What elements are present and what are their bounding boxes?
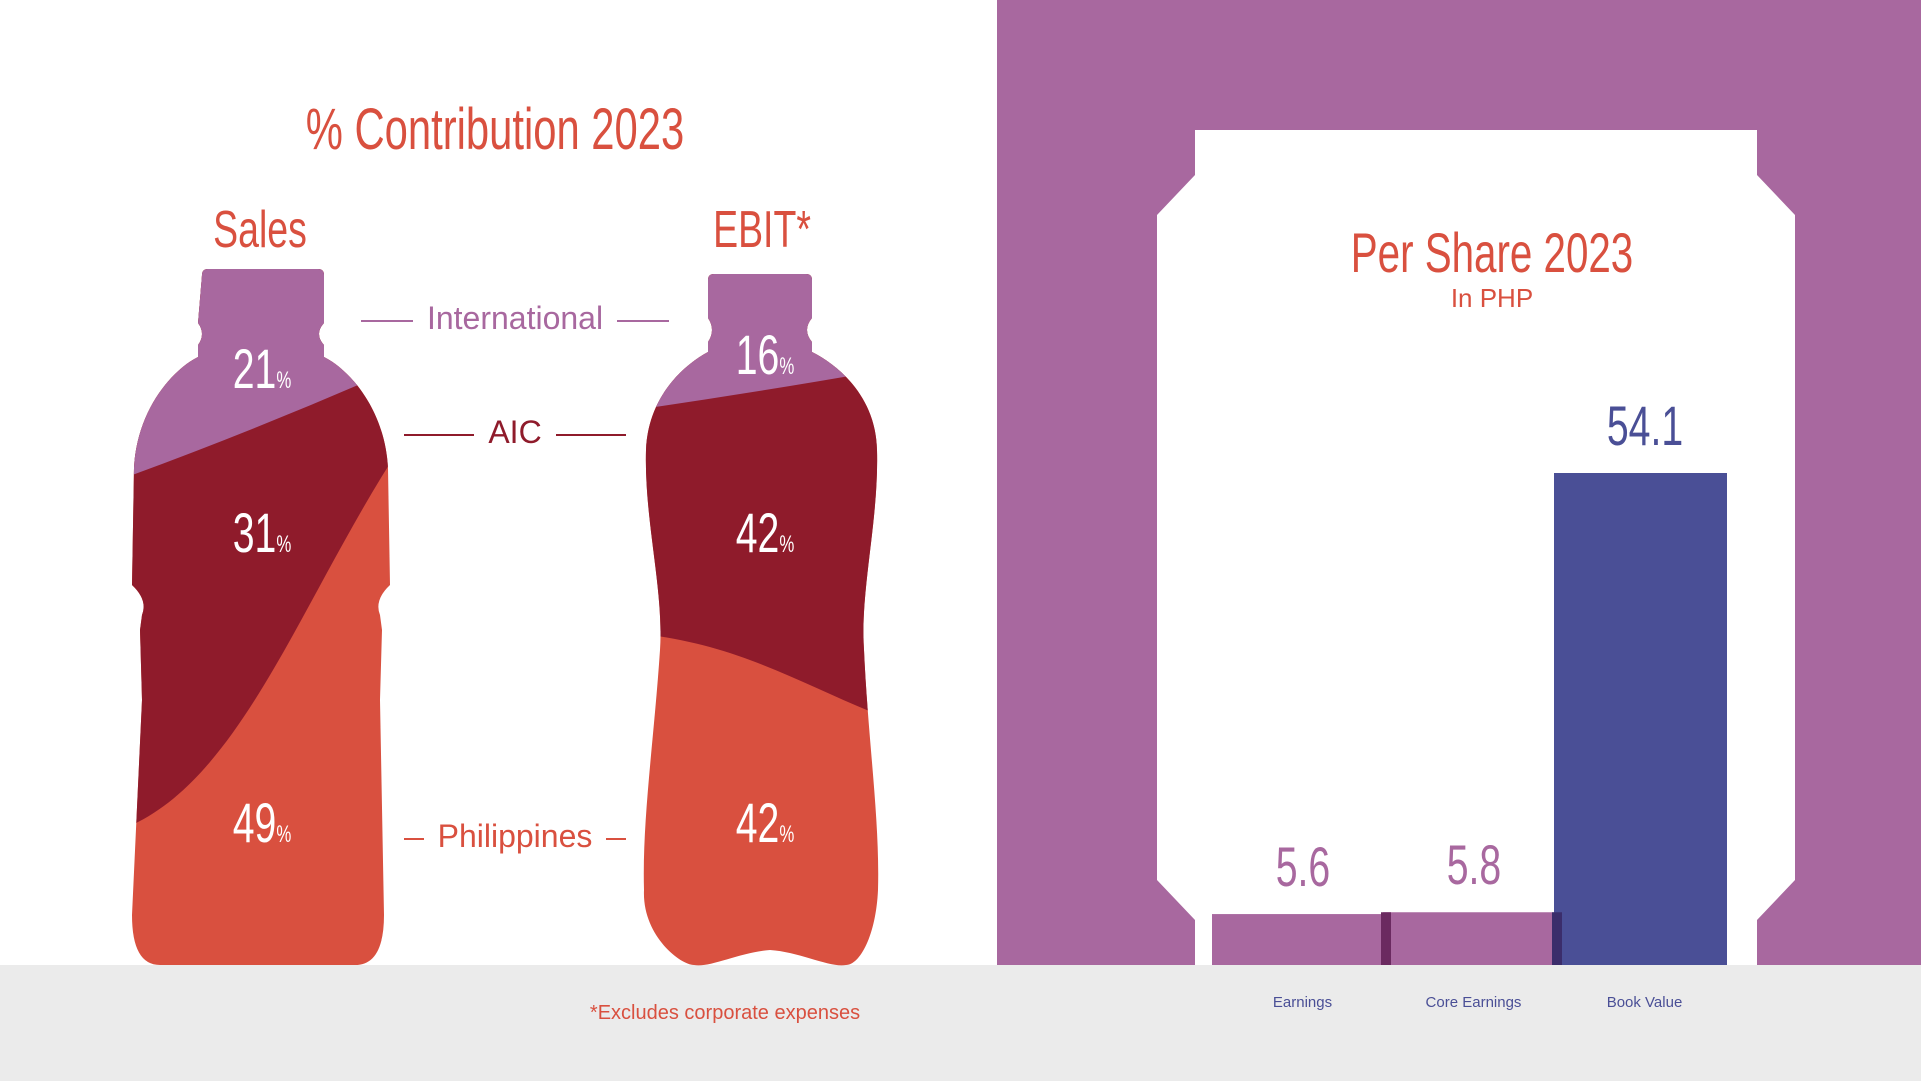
sales-heading: Sales — [213, 201, 307, 259]
per-share-title: Per Share 2023 — [1350, 221, 1634, 284]
sales-aic-pct: 31% — [232, 501, 292, 564]
contribution-title: % Contribution 2023 — [305, 97, 685, 162]
per-share-subtitle: In PHP — [1450, 283, 1534, 313]
legend-international-label: International — [426, 300, 604, 336]
ebit-aic-pct: 42% — [735, 501, 795, 564]
category-label-earnings: Earnings — [1272, 994, 1333, 1011]
bar-book-value — [1554, 473, 1727, 965]
ebit-bottle — [643, 274, 879, 966]
legend-aic: AIC — [330, 414, 700, 451]
earnings-value-label: 5.6 — [1275, 835, 1330, 899]
ebit-heading: EBIT* — [713, 201, 811, 259]
ebit-philippines-pct: 42% — [735, 791, 795, 854]
bar-core-earnings — [1383, 912, 1562, 965]
legend-aic-label: AIC — [488, 414, 542, 450]
legend-philippines-label: Philippines — [437, 818, 593, 854]
ebit-international-pct: 16% — [735, 323, 795, 386]
bar-earnings — [1212, 914, 1391, 965]
bar-separator — [1381, 912, 1391, 965]
sales-international-pct: 21% — [232, 337, 292, 400]
legend-philippines: Philippines — [330, 818, 700, 855]
sales-philippines-pct: 49% — [232, 791, 292, 854]
bar-separator — [1552, 912, 1562, 965]
book-value-value-label: 54.1 — [1606, 394, 1683, 457]
floor-band — [0, 965, 1921, 1081]
footnote: *Excludes corporate expenses — [589, 1002, 861, 1024]
category-label-core-earnings: Core Earnings — [1425, 994, 1522, 1011]
core-earnings-value-label: 5.8 — [1446, 833, 1501, 897]
category-label-book-value: Book Value — [1606, 994, 1683, 1011]
legend-international: International — [330, 300, 700, 337]
